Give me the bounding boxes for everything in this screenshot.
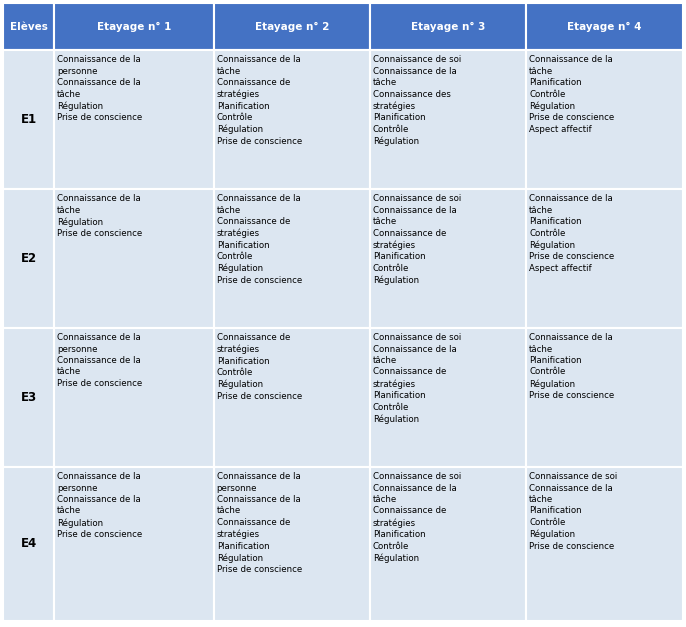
Bar — [3, 189, 54, 328]
Text: Connaissance de la
personne
Connaissance de la
tâche
Prise de conscience: Connaissance de la personne Connaissance… — [57, 333, 143, 388]
Bar — [370, 3, 526, 50]
Bar — [54, 189, 214, 328]
Bar — [3, 328, 54, 467]
Text: Connaissance de soi
Connaissance de la
tâche
Connaissance de
stratégies
Planific: Connaissance de soi Connaissance de la t… — [373, 333, 461, 424]
Text: Connaissance de soi
Connaissance de la
tâche
Connaissance de
stratégies
Planific: Connaissance de soi Connaissance de la t… — [373, 194, 461, 285]
Bar — [3, 50, 54, 189]
Text: Connaissance de la
tâche
Connaissance de
stratégies
Planification
Contrôle
Régul: Connaissance de la tâche Connaissance de… — [217, 55, 302, 145]
Bar — [370, 189, 526, 328]
Bar — [214, 328, 370, 467]
Bar — [526, 3, 683, 50]
Bar — [370, 50, 526, 189]
Bar — [214, 3, 370, 50]
Bar — [54, 3, 214, 50]
Bar — [3, 467, 54, 621]
Text: Etayage n° 1: Etayage n° 1 — [97, 21, 172, 32]
Text: E4: E4 — [21, 537, 37, 551]
Bar — [54, 50, 214, 189]
Text: Connaissance de
stratégies
Planification
Contrôle
Régulation
Prise de conscience: Connaissance de stratégies Planification… — [217, 333, 302, 401]
Bar — [526, 328, 683, 467]
Bar — [54, 328, 214, 467]
Bar — [526, 189, 683, 328]
Text: Elèves: Elèves — [10, 22, 48, 31]
Bar — [526, 50, 683, 189]
Text: Connaissance de la
tâche
Planification
Contrôle
Régulation
Prise de conscience
A: Connaissance de la tâche Planification C… — [529, 55, 615, 134]
Text: Connaissance de soi
Connaissance de la
tâche
Connaissance des
stratégies
Planifi: Connaissance de soi Connaissance de la t… — [373, 55, 461, 145]
Bar — [370, 467, 526, 621]
Bar — [214, 189, 370, 328]
Text: Connaissance de la
tâche
Planification
Contrôle
Régulation
Prise de conscience: Connaissance de la tâche Planification C… — [529, 333, 615, 400]
Bar — [370, 328, 526, 467]
Bar — [54, 467, 214, 621]
Text: Connaissance de la
personne
Connaissance de la
tâche
Régulation
Prise de conscie: Connaissance de la personne Connaissance… — [57, 55, 143, 122]
Text: Connaissance de la
tâche
Planification
Contrôle
Régulation
Prise de conscience
A: Connaissance de la tâche Planification C… — [529, 194, 615, 273]
Text: Etayage n° 2: Etayage n° 2 — [255, 21, 329, 32]
Text: Etayage n° 4: Etayage n° 4 — [567, 21, 641, 32]
Text: Connaissance de la
tâche
Connaissance de
stratégies
Planification
Contrôle
Régul: Connaissance de la tâche Connaissance de… — [217, 194, 302, 285]
Text: Connaissance de soi
Connaissance de la
tâche
Connaissance de
stratégies
Planific: Connaissance de soi Connaissance de la t… — [373, 472, 461, 562]
Text: E2: E2 — [21, 252, 37, 265]
Text: E3: E3 — [21, 391, 37, 404]
Text: Etayage n° 3: Etayage n° 3 — [411, 21, 486, 32]
Bar — [214, 50, 370, 189]
Text: Connaissance de la
tâche
Régulation
Prise de conscience: Connaissance de la tâche Régulation Pris… — [57, 194, 143, 238]
Text: Connaissance de la
personne
Connaissance de la
tâche
Connaissance de
stratégies
: Connaissance de la personne Connaissance… — [217, 472, 302, 574]
Text: E1: E1 — [21, 113, 37, 126]
Bar — [526, 467, 683, 621]
Text: Connaissance de soi
Connaissance de la
tâche
Planification
Contrôle
Régulation
P: Connaissance de soi Connaissance de la t… — [529, 472, 617, 551]
Text: Connaissance de la
personne
Connaissance de la
tâche
Régulation
Prise de conscie: Connaissance de la personne Connaissance… — [57, 472, 143, 539]
Bar — [3, 3, 54, 50]
Bar — [214, 467, 370, 621]
